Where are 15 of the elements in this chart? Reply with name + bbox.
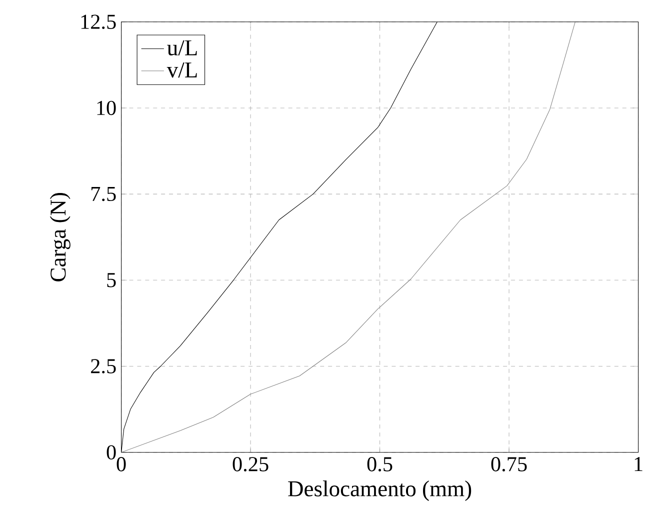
y-tick-label: 5 [107,273,116,288]
y-tick-label: 7.5 [91,187,116,202]
x-axis-title: Deslocamento (mm) [288,480,472,502]
y-tick-label: 2.5 [91,359,116,374]
y-tick-label: 0 [106,445,116,460]
x-tick-label: 0.5 [367,457,392,472]
x-tick-label: 0 [116,457,126,472]
x-tick-label: 1 [634,457,642,472]
y-tick-label: 12.5 [81,14,116,30]
y-axis-title: Carga (N) [50,193,70,282]
legend-label: v/L [166,62,197,78]
x-tick-label: 0.75 [491,457,527,472]
x-tick-label: 0.25 [232,457,268,472]
legend-label: u/L [167,40,197,56]
y-tick-label: 10 [97,100,116,116]
